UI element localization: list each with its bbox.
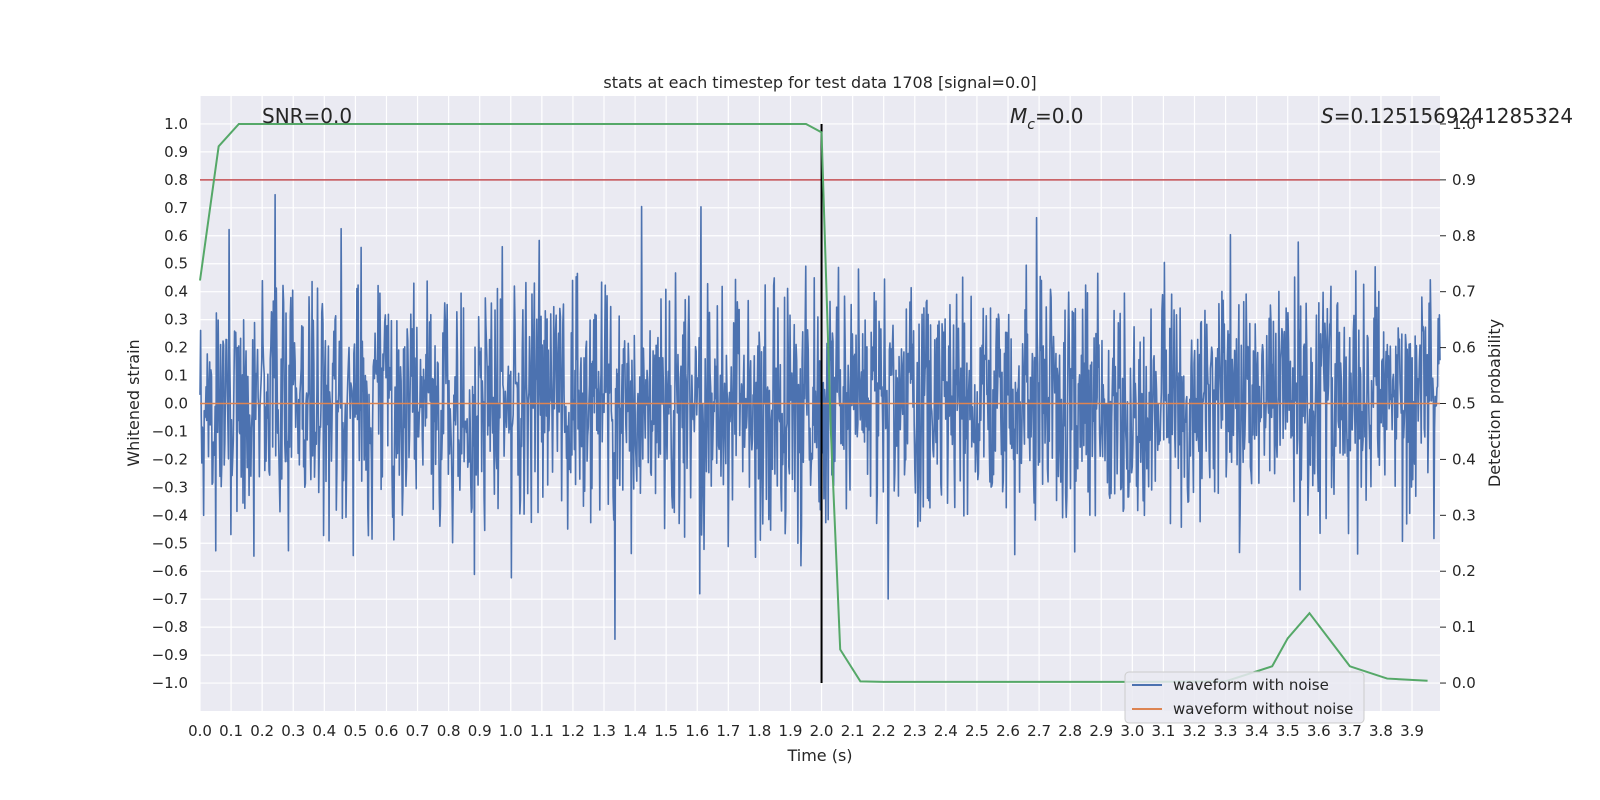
- noise-waveform-line: [199, 193, 1441, 641]
- x-axis-label: Time (s): [786, 746, 852, 765]
- x-tick-label: 3.9: [1400, 722, 1424, 740]
- x-tick-label: 3.8: [1369, 722, 1393, 740]
- y-tick-label: 0.8: [164, 171, 188, 189]
- y-tick-label: −0.9: [152, 646, 188, 664]
- x-tick-label: 1.2: [561, 722, 585, 740]
- y-tick-label: −0.4: [152, 506, 188, 524]
- x-tick-label: 2.4: [934, 722, 958, 740]
- y2-tick-label: 0.6: [1452, 339, 1476, 357]
- x-tick-label: 1.4: [623, 722, 647, 740]
- y2-tick-label: 0.1: [1452, 618, 1476, 636]
- mc-value: =0.0: [1035, 104, 1084, 128]
- x-tick-label: 1.7: [716, 722, 740, 740]
- y2-tick-label: 1.0: [1452, 115, 1476, 133]
- legend: waveform with noise waveform without noi…: [1124, 671, 1365, 724]
- y2-tick-label: 0.2: [1452, 562, 1476, 580]
- x-tick-label: 2.5: [965, 722, 989, 740]
- x-tick-label: 2.3: [903, 722, 927, 740]
- y2-axis-label: Detection probability: [1485, 319, 1504, 487]
- y2-tick-label: 0.3: [1452, 506, 1476, 524]
- y-tick-label: −0.7: [152, 590, 188, 608]
- y-tick-label: 0.2: [164, 339, 188, 357]
- x-tick-label: 0.5: [343, 722, 367, 740]
- x-tick-label: 3.5: [1276, 722, 1300, 740]
- legend-label-noise: waveform with noise: [1173, 676, 1329, 694]
- y2-tick-label: 0.9: [1452, 171, 1476, 189]
- y2-tick-labels: 1.0 0.9 0.8 0.7 0.6 0.5 0.4 0.3 0.2 0.1 0.0: [1440, 115, 1476, 692]
- y-tick-label: 0.4: [164, 283, 188, 301]
- x-tick-label: 1.3: [592, 722, 616, 740]
- x-tick-label: 3.6: [1307, 722, 1331, 740]
- detection-probability-line: [199, 122, 1428, 683]
- x-tick-labels: 0.0 0.1 0.2 0.3 0.4 0.5 0.6 0.7 0.8 0.9 1.0 1.1 1.2 1…: [188, 722, 1424, 740]
- y-tick-label: 0.9: [164, 143, 188, 161]
- legend-label-clean: waveform without noise: [1173, 700, 1353, 718]
- y-tick-label: 0.3: [164, 311, 188, 329]
- y-tick-label: −0.1: [152, 422, 188, 440]
- x-tick-label: 1.9: [779, 722, 803, 740]
- x-tick-label: 0.2: [250, 722, 274, 740]
- x-tick-label: 0.9: [468, 722, 492, 740]
- y2-tick-label: 0.4: [1452, 450, 1476, 468]
- x-tick-label: 3.3: [1214, 722, 1238, 740]
- y2-tick-label: 0.0: [1452, 674, 1476, 692]
- x-tick-label: 1.5: [654, 722, 678, 740]
- chart-title: stats at each timestep for test data 170…: [603, 73, 1036, 92]
- x-tick-label: 3.1: [1151, 722, 1175, 740]
- snr-annotation: SNR=0.0: [262, 104, 352, 128]
- y-tick-label: 0.6: [164, 227, 188, 245]
- noise-waveform-series: [199, 193, 1441, 641]
- x-tick-label: 0.8: [437, 722, 461, 740]
- y-tick-label: 0.1: [164, 367, 188, 385]
- y-tick-label: −0.6: [152, 562, 188, 580]
- y2-tick-label: 0.5: [1452, 395, 1476, 413]
- x-tick-label: 0.0: [188, 722, 212, 740]
- x-tick-label: 2.9: [1089, 722, 1113, 740]
- x-tick-label: 0.4: [312, 722, 336, 740]
- mc-subscript: c: [1027, 117, 1035, 133]
- y2-tick-label: 0.7: [1452, 283, 1476, 301]
- mc-annotation: Mc=0.0: [1010, 104, 1084, 133]
- x-tick-label: 0.6: [375, 722, 399, 740]
- x-tick-label: 2.1: [841, 722, 865, 740]
- mc-symbol: M: [1010, 104, 1027, 128]
- y-tick-label: −0.8: [152, 618, 188, 636]
- y-tick-labels: 1.0 0.9 0.8 0.7 0.6 0.5 0.4 0.3 0.2 0.1 0.0 −0.1 −0.…: [152, 115, 188, 692]
- y-tick-label: −1.0: [152, 674, 188, 692]
- s-value: =0.1251569241285324: [1334, 104, 1573, 128]
- y2-tick-label: 0.8: [1452, 227, 1476, 245]
- x-tick-label: 3.0: [1120, 722, 1144, 740]
- y-tick-label: 1.0: [164, 115, 188, 133]
- x-tick-label: 1.0: [499, 722, 523, 740]
- x-tick-label: 0.3: [281, 722, 305, 740]
- x-tick-label: 3.7: [1338, 722, 1362, 740]
- legend-box: [1124, 671, 1365, 724]
- y-tick-label: −0.5: [152, 534, 188, 552]
- x-tick-label: 3.4: [1245, 722, 1269, 740]
- y-tick-label: 0.5: [164, 255, 188, 273]
- x-tick-label: 1.1: [530, 722, 554, 740]
- x-tick-label: 0.1: [219, 722, 243, 740]
- y-tick-label: 0.0: [164, 395, 188, 413]
- x-tick-label: 2.8: [1058, 722, 1082, 740]
- y-axis-label: Whitened strain: [124, 339, 143, 466]
- x-tick-label: 1.8: [747, 722, 771, 740]
- x-tick-label: 1.6: [685, 722, 709, 740]
- x-tick-label: 2.2: [872, 722, 896, 740]
- s-symbol: S: [1321, 104, 1334, 128]
- x-tick-label: 2.7: [1027, 722, 1051, 740]
- s-annotation: S=0.1251569241285324: [1321, 104, 1573, 128]
- y-tick-label: −0.3: [152, 478, 188, 496]
- x-tick-label: 0.7: [406, 722, 430, 740]
- x-tick-label: 3.2: [1183, 722, 1207, 740]
- x-tick-label: 2.0: [810, 722, 834, 740]
- y-tick-label: −0.2: [152, 450, 188, 468]
- x-tick-label: 2.6: [996, 722, 1020, 740]
- y-tick-label: 0.7: [164, 199, 188, 217]
